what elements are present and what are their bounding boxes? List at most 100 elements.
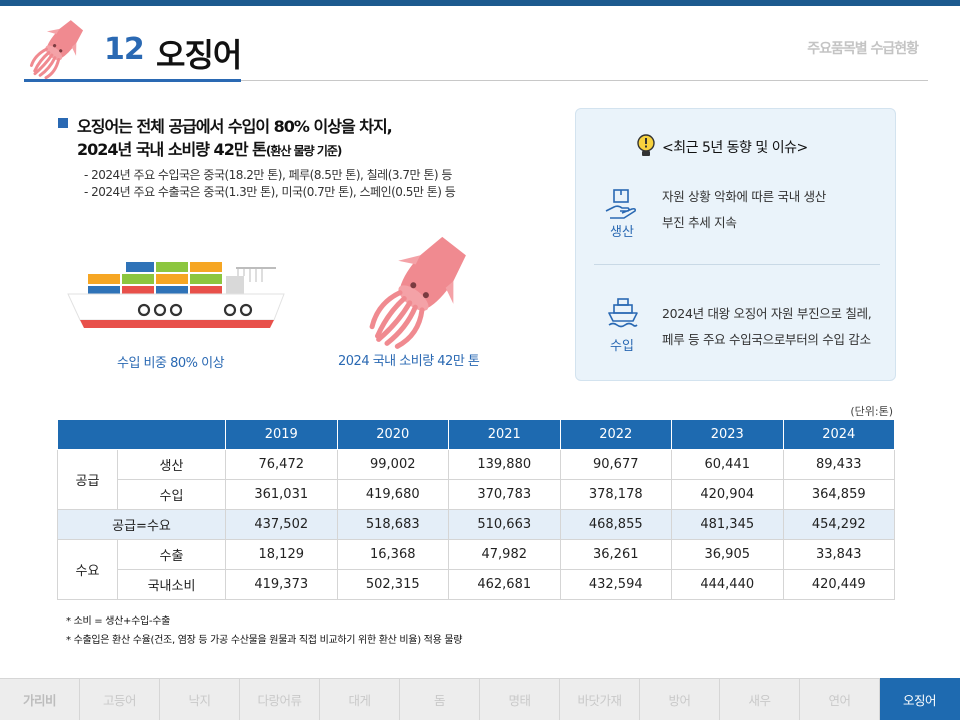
table-cell: 502,315 [336, 569, 449, 600]
table-cell: 510,663 [448, 509, 561, 540]
year-header: 2021 [448, 419, 561, 450]
panel-item-label-imports: 수입 [610, 339, 634, 354]
table-cell: 437,502 [225, 509, 338, 540]
item-tab-bar: 가리비 고등어 낙지 다랑어류 대게 돔 명태 바닷가재 방어 새우 연어 오징… [0, 678, 960, 720]
summary-headline-main: 2024년 국내 소비량 42만 톤 [77, 140, 267, 159]
summary-headline-note: (환산 물량 기준) [265, 144, 343, 158]
group-supply-cell: 공급 [57, 449, 118, 510]
summary-headline-line2: 2024년 국내 소비량 42만 톤(환산 물량 기준) [77, 136, 343, 160]
table-cell: 468,855 [559, 509, 672, 540]
tab-mackerel[interactable]: 고등어 [80, 678, 160, 720]
panel-item-production-line2: 부진 추세 지속 [662, 215, 737, 230]
panel-title: <최근 5년 동향 및 이슈> [662, 140, 808, 156]
group-demand-cell: 수요 [57, 539, 118, 600]
table-cell: 18,129 [225, 539, 338, 570]
page-title: 오징어 [156, 36, 242, 74]
page-header: 12 오징어 주요품목별 수급현황 [0, 6, 960, 84]
year-header: 2020 [336, 419, 449, 450]
year-header: 2019 [225, 419, 338, 450]
table-cell: 432,594 [559, 569, 672, 600]
tab-scallop[interactable]: 가리비 [0, 678, 80, 720]
section-label: 주요품목별 수급현황 [807, 41, 919, 57]
table-cell: 370,783 [448, 479, 561, 510]
tab-snow-crab[interactable]: 대게 [320, 678, 400, 720]
table-cell: 364,859 [782, 479, 895, 510]
table-cell: 90,677 [559, 449, 672, 480]
consumption-caption: 2024 국내 소비량 42만 톤 [338, 354, 480, 369]
table-cell: 419,373 [225, 569, 338, 600]
tab-shrimp[interactable]: 새우 [720, 678, 800, 720]
table-cell: 36,261 [559, 539, 672, 570]
page-number: 12 [104, 32, 145, 67]
tab-salmon[interactable]: 연어 [800, 678, 880, 720]
table-cell: 47,982 [448, 539, 561, 570]
row-label: 수입 [117, 479, 226, 510]
squid-icon [29, 20, 84, 80]
tab-octopus[interactable]: 낙지 [160, 678, 240, 720]
panel-item-label-production: 생산 [610, 225, 634, 240]
table-cell: 60,441 [671, 449, 784, 480]
squid-illustration-icon [369, 236, 466, 349]
trend-issue-panel: <최근 5년 동향 및 이슈> 생산 자원 상황 악화에 따른 국내 생산 부진… [575, 108, 896, 381]
table-corner-cell [57, 419, 226, 450]
panel-item-imports-line1: 2024년 대왕 오징어 자원 부진으로 칠레, [662, 306, 872, 321]
panel-item-text-imports: 2024년 대왕 오징어 자원 부진으로 칠레, 페루 등 주요 수입국으로부터… [662, 301, 872, 353]
table-header-row: 2019 2020 2021 2022 2023 2024 [57, 419, 895, 450]
tab-pollock[interactable]: 명태 [480, 678, 560, 720]
panel-item-text-production: 자원 상황 악화에 따른 국내 생산 부진 추세 지속 [662, 184, 826, 236]
table-cell: 378,178 [559, 479, 672, 510]
table-cell: 16,368 [336, 539, 449, 570]
panel-item-imports-line2: 페루 등 주요 수입국으로부터의 수입 감소 [662, 332, 871, 347]
tab-tuna[interactable]: 다랑어류 [240, 678, 320, 720]
tab-squid[interactable]: 오징어 [880, 678, 960, 720]
table-cell: 444,440 [671, 569, 784, 600]
table-cell: 99,002 [336, 449, 449, 480]
table-unit-label: (단위:톤) [850, 405, 893, 418]
panel-item-production-line1: 자원 상황 악화에 따른 국내 생산 [662, 189, 826, 204]
header-divider [24, 80, 928, 81]
ship-icon [608, 298, 638, 328]
table-cell: 420,904 [671, 479, 784, 510]
import-share-caption: 수입 비중 80% 이상 [117, 356, 225, 371]
table-row-imports: 수입 361,031 419,680 370,783 378,178 420,9… [58, 479, 895, 510]
table-cell: 33,843 [782, 539, 895, 570]
table-cell: 76,472 [225, 449, 338, 480]
tab-sea-bream[interactable]: 돔 [400, 678, 480, 720]
year-header: 2022 [559, 419, 672, 450]
bullet-square-icon [58, 118, 68, 128]
table-cell: 361,031 [225, 479, 338, 510]
supply-demand-table: 2019 2020 2021 2022 2023 2024 공급 생산 76,4… [57, 419, 895, 600]
row-label: 수출 [117, 539, 226, 570]
panel-divider [594, 264, 880, 265]
lightbulb-icon [637, 134, 655, 156]
summary-import-countries: - 2024년 주요 수입국은 중국(18.2만 톤), 페루(8.5만 톤),… [84, 168, 452, 182]
row-label: 공급=수요 [57, 509, 226, 540]
tab-lobster[interactable]: 바닷가재 [560, 678, 640, 720]
row-label: 국내소비 [117, 569, 226, 600]
row-label: 생산 [117, 449, 226, 480]
header-divider-accent [24, 79, 241, 82]
table-cell: 481,345 [671, 509, 784, 540]
table-cell: 518,683 [336, 509, 449, 540]
footnote-conversion-rate: * 수출입은 환산 수율(건조, 염장 등 가공 수산물을 원물과 직접 비교하… [66, 635, 463, 646]
table-row-balance: 공급=수요 437,502 518,683 510,663 468,855 48… [57, 509, 895, 540]
hand-with-box-icon [605, 189, 636, 219]
table-cell: 89,433 [782, 449, 895, 480]
table-row-consumption: 국내소비 419,373 502,315 462,681 432,594 444… [58, 569, 895, 600]
table-cell: 454,292 [782, 509, 895, 540]
tab-yellowtail[interactable]: 방어 [640, 678, 720, 720]
summary-headline-line1: 오징어는 전체 공급에서 수입이 80% 이상을 차지, [77, 117, 393, 136]
table-cell: 36,905 [671, 539, 784, 570]
table-cell: 419,680 [336, 479, 449, 510]
year-header: 2023 [671, 419, 784, 450]
table-cell: 139,880 [448, 449, 561, 480]
table-cell: 462,681 [448, 569, 561, 600]
year-header: 2024 [782, 419, 895, 450]
footnote-consumption-formula: * 소비 = 생산+수입-수출 [66, 616, 171, 627]
summary-export-countries: - 2024년 주요 수출국은 중국(1.3만 톤), 미국(0.7만 톤), … [84, 185, 456, 199]
cargo-ship-icon [67, 262, 285, 328]
table-row-exports: 수요 수출 18,129 16,368 47,982 36,261 36,905… [57, 539, 895, 600]
top-accent-bar [0, 0, 960, 6]
table-cell: 420,449 [782, 569, 895, 600]
table-row-production: 공급 생산 76,472 99,002 139,880 90,677 60,44… [57, 449, 895, 510]
